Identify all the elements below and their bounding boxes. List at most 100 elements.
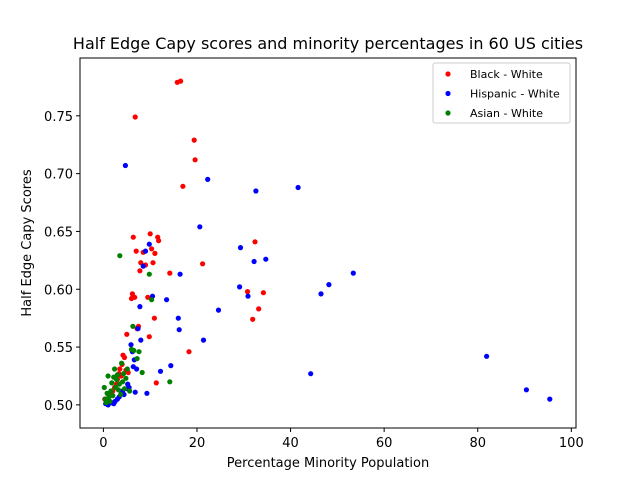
data-point: [178, 78, 184, 84]
data-point: [137, 268, 143, 274]
data-point: [124, 366, 130, 372]
data-point: [136, 349, 142, 355]
data-point: [251, 258, 257, 265]
data-point: [109, 380, 115, 386]
legend: Black - White Hispanic - White Asian - Whi…: [432, 62, 571, 124]
data-point: [110, 393, 116, 399]
data-point: [180, 183, 186, 189]
legend-marker: [445, 110, 451, 116]
data-point: [186, 349, 192, 355]
data-point: [308, 371, 314, 377]
data-point: [117, 253, 123, 259]
data-point: [137, 304, 143, 310]
data-point: [350, 270, 356, 276]
y-axis-label: Half Edge Capy Scores: [20, 169, 35, 316]
data-point: [237, 284, 243, 290]
data-point: [140, 263, 146, 269]
data-point: [326, 282, 332, 288]
data-point: [547, 396, 553, 402]
data-point: [133, 248, 139, 254]
y-tick-label: 0.75: [44, 110, 73, 125]
legend-label: Black - White: [470, 68, 543, 81]
data-point: [112, 366, 118, 372]
data-point: [156, 238, 162, 244]
data-point: [192, 157, 198, 163]
data-point: [139, 369, 145, 376]
data-point: [252, 239, 258, 245]
data-point: [263, 256, 269, 262]
data-point: [121, 354, 128, 361]
data-point: [135, 326, 141, 332]
data-point: [152, 250, 158, 256]
data-point: [149, 246, 155, 252]
data-point: [318, 291, 324, 297]
data-point: [107, 398, 113, 404]
data-point: [167, 270, 173, 276]
data-point: [244, 289, 251, 295]
data-point: [237, 245, 244, 251]
data-point: [205, 176, 211, 182]
data-point: [253, 188, 259, 194]
data-point: [151, 315, 157, 321]
data-point: [105, 373, 111, 379]
x-axis-label: Percentage Minority Population: [227, 456, 429, 471]
x-axis: 0 20 40 60 80 100: [99, 428, 584, 451]
data-point: [120, 379, 126, 385]
data-point: [113, 376, 120, 382]
chart-title: Half Edge Capy scores and minority perce…: [73, 34, 583, 53]
data-point: [245, 293, 251, 299]
data-point: [142, 248, 149, 254]
data-point: [146, 334, 152, 340]
x-tick-label: 80: [469, 436, 486, 451]
data-point: [200, 261, 206, 267]
data-point: [164, 297, 170, 303]
data-point: [177, 271, 183, 277]
legend-box: [432, 62, 571, 124]
data-point: [134, 366, 140, 372]
data-point: [146, 271, 152, 277]
legend-marker: [445, 90, 451, 97]
data-point: [157, 368, 164, 374]
data-point: [200, 337, 207, 343]
data-point: [147, 231, 153, 237]
x-tick-label: 40: [282, 436, 299, 451]
data-point: [101, 384, 107, 391]
data-point: [176, 327, 182, 333]
data-point: [130, 234, 136, 240]
data-point: [523, 387, 530, 393]
data-point: [167, 379, 173, 385]
plot-frame: [79, 57, 577, 429]
data-point: [127, 388, 133, 394]
data-point: [122, 162, 128, 169]
data-point: [114, 372, 120, 378]
data-point: [117, 366, 123, 372]
data-point: [215, 307, 222, 313]
data-point: [130, 323, 136, 329]
data-point: [260, 290, 266, 296]
y-tick-label: 0.55: [44, 341, 73, 356]
y-tick-label: 0.65: [44, 225, 73, 240]
data-point: [128, 342, 134, 348]
data-point: [146, 241, 152, 247]
points-layer: [101, 78, 553, 408]
data-point: [153, 380, 159, 386]
x-tick-label: 60: [376, 436, 393, 451]
data-point: [295, 184, 301, 191]
data-point: [168, 363, 174, 369]
data-point: [132, 294, 138, 300]
data-point: [134, 356, 140, 362]
data-point: [120, 371, 127, 377]
data-point: [131, 347, 137, 354]
legend-label: Asian - White: [470, 107, 543, 120]
data-point: [132, 389, 138, 395]
data-point: [132, 114, 138, 120]
data-point: [123, 375, 129, 381]
x-tick-label: 0: [99, 436, 107, 451]
data-point: [138, 337, 144, 343]
data-point: [175, 315, 181, 321]
data-point: [145, 294, 151, 300]
data-point: [118, 391, 124, 398]
data-point: [121, 386, 128, 392]
data-point: [250, 316, 256, 322]
